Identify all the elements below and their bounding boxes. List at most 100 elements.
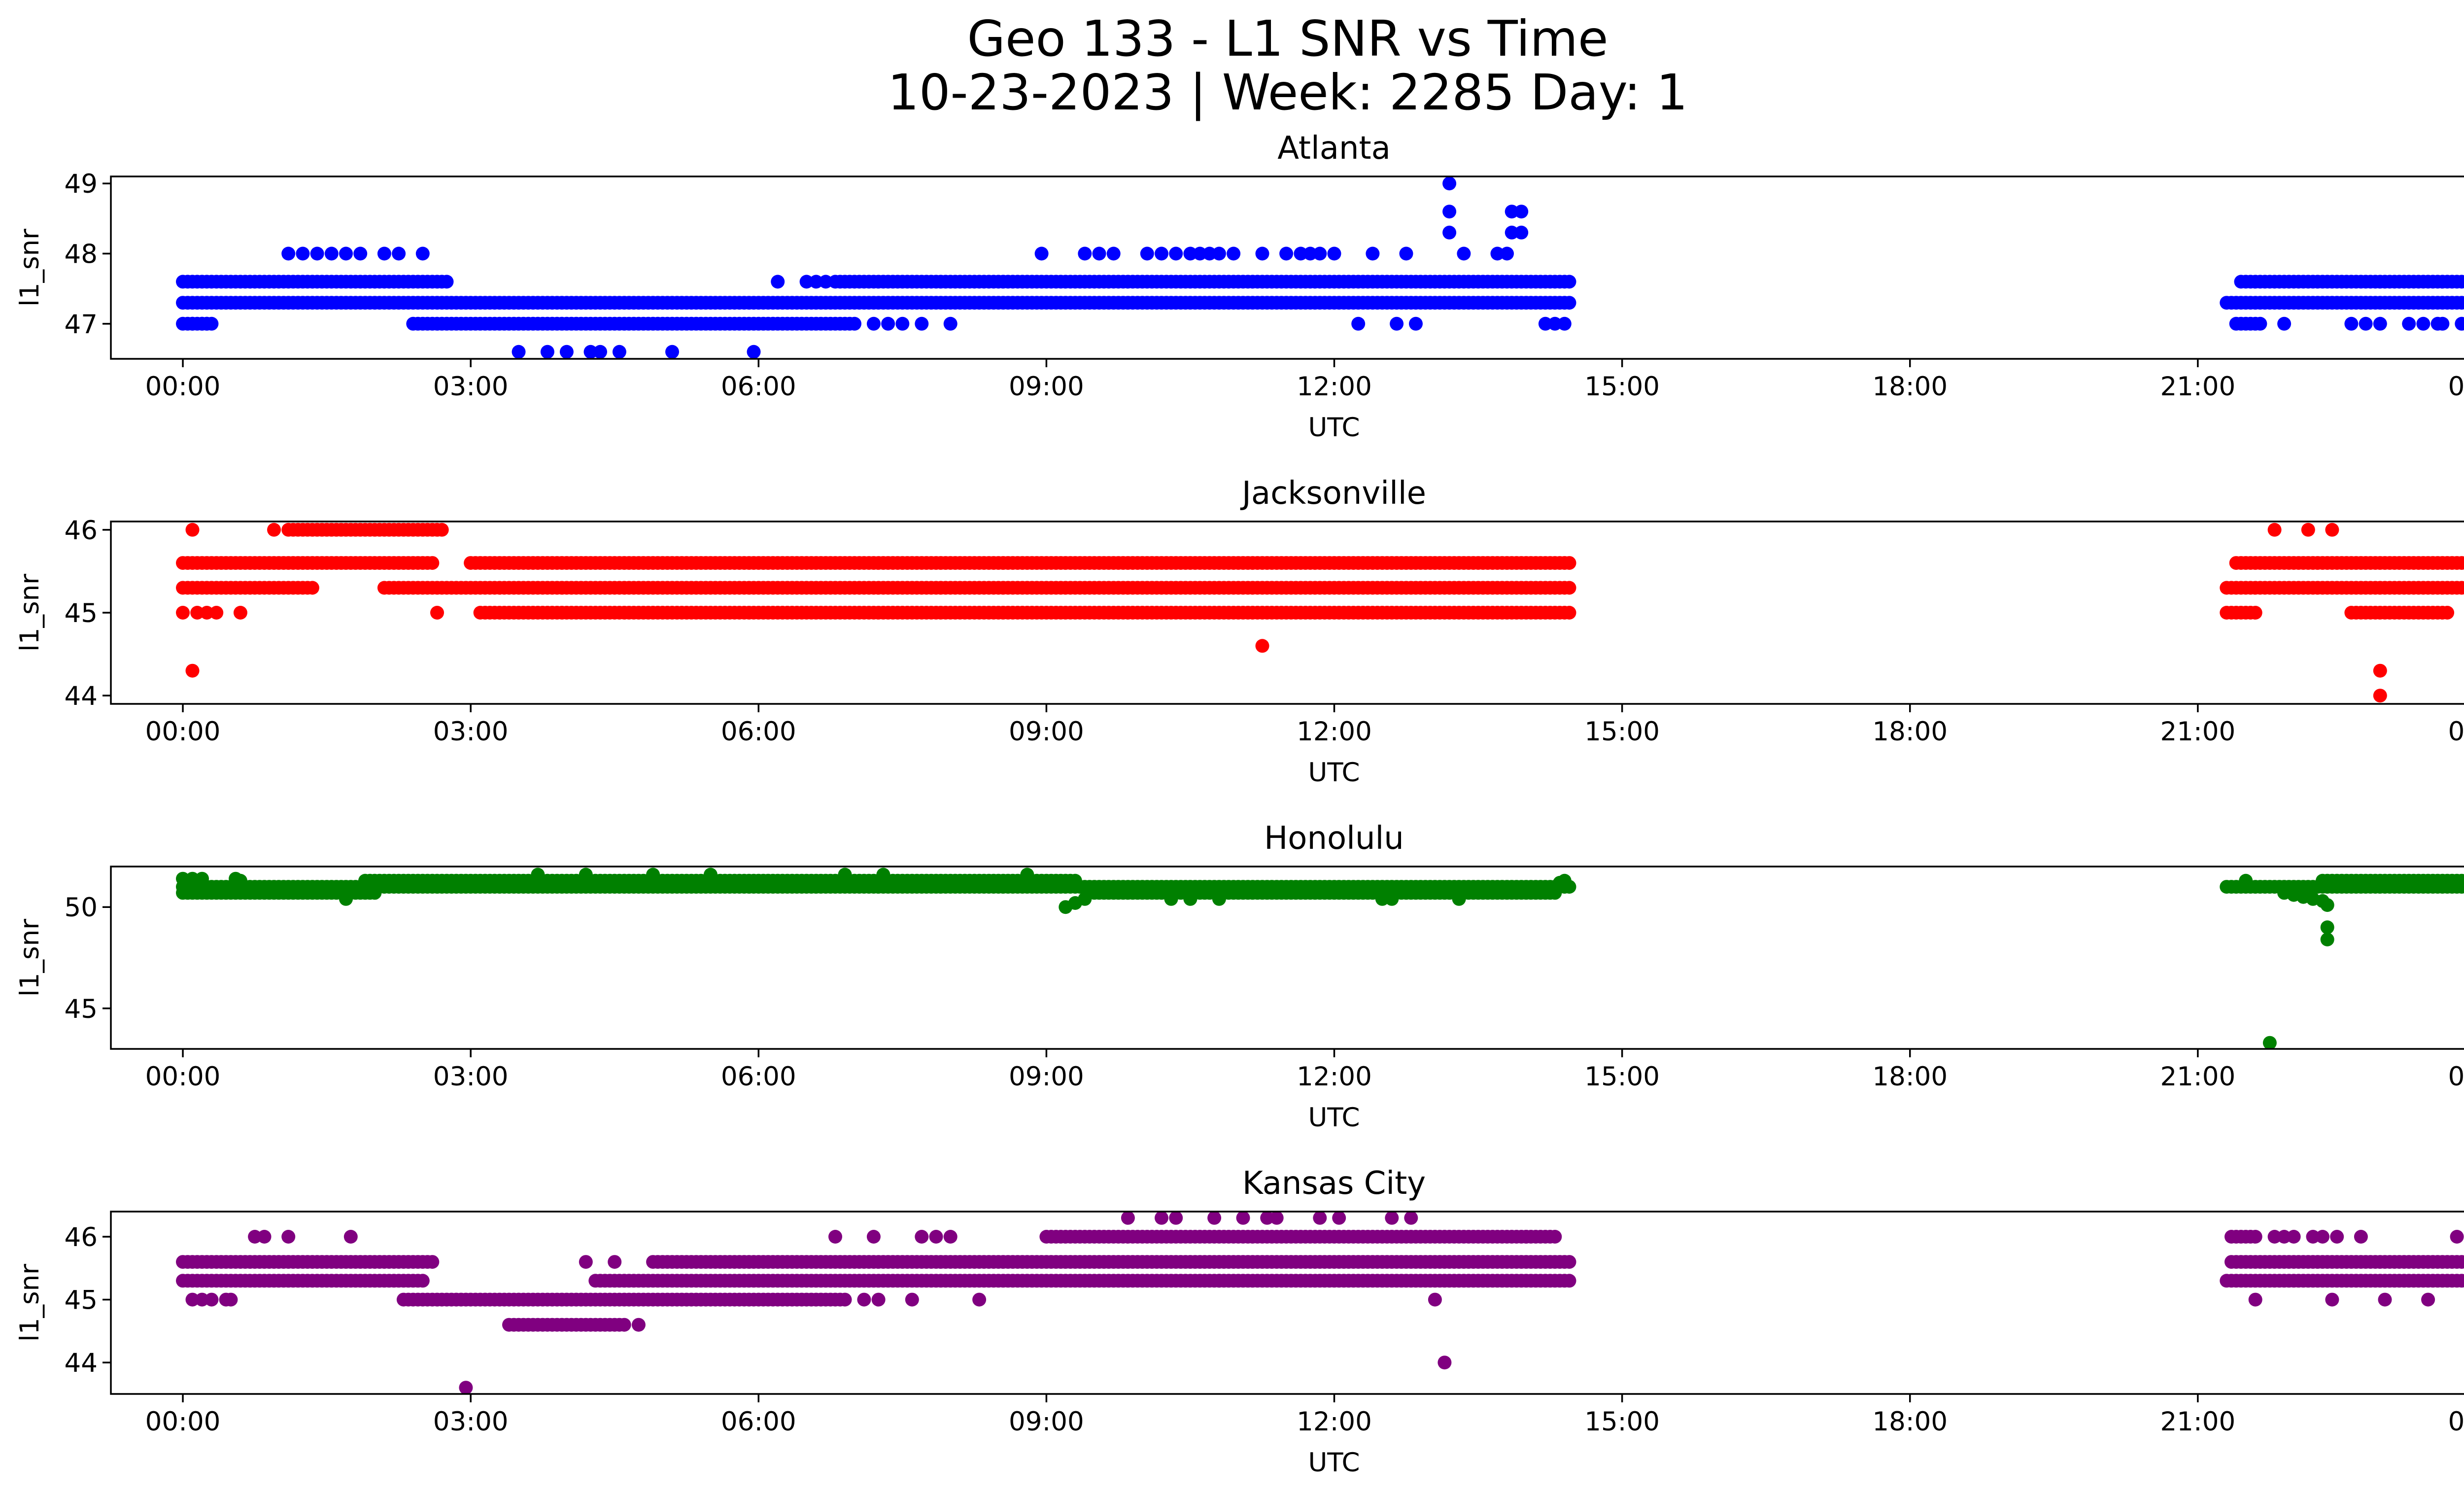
- kansas-city-point: [2378, 1292, 2392, 1307]
- atlanta-x-tick-label: 06:00: [721, 372, 796, 402]
- honolulu-point: [579, 868, 593, 882]
- kansas-city-point: [617, 1318, 631, 1332]
- atlanta-point: [1227, 246, 1241, 261]
- atlanta-point: [2253, 316, 2267, 331]
- jacksonville-point: [200, 606, 214, 620]
- atlanta-point: [1078, 246, 1092, 261]
- jacksonville-point: [190, 606, 205, 620]
- atlanta-point: [1442, 176, 1457, 191]
- jacksonville-x-tick-label: 00:00: [145, 717, 221, 747]
- atlanta-point: [895, 316, 910, 331]
- honolulu-point: [176, 871, 190, 886]
- jacksonville-point: [1562, 581, 1576, 595]
- kansas-city-y-tick-label: 46: [65, 1222, 98, 1252]
- atlanta-point: [1366, 246, 1380, 261]
- atlanta-point: [583, 345, 598, 359]
- honolulu-point: [233, 873, 247, 888]
- honolulu-x-tick-label: 03:00: [433, 1062, 509, 1092]
- honolulu-x-tick-label: 09:00: [1009, 1062, 1084, 1092]
- jacksonville-point: [233, 606, 247, 620]
- kansas-city-point: [2287, 1230, 2301, 1244]
- atlanta-x-tick-label: 09:00: [1009, 372, 1084, 402]
- jacksonville-x-tick-label: 03:00: [433, 717, 509, 747]
- jacksonville-point: [2373, 689, 2387, 703]
- honolulu-x-tick-label: 00:00: [145, 1062, 221, 1092]
- atlanta-axes-frame: [110, 175, 2464, 360]
- kansas-city-point: [2306, 1230, 2320, 1244]
- atlanta-point: [2460, 275, 2464, 288]
- atlanta-point: [1202, 246, 1217, 261]
- atlanta-point: [2359, 316, 2373, 331]
- kansas-city-point: [2325, 1292, 2339, 1307]
- atlanta-y-axis-label: l1_snr: [15, 229, 45, 307]
- kansas-city-point: [2450, 1230, 2464, 1244]
- kansas-city-point: [343, 1230, 358, 1244]
- atlanta-point: [377, 246, 391, 261]
- atlanta-point: [2344, 316, 2359, 331]
- honolulu-point: [703, 868, 718, 882]
- kansas-city-point: [1437, 1356, 1452, 1370]
- jacksonville-point: [185, 522, 200, 537]
- atlanta-point: [1212, 246, 1226, 261]
- atlanta-point: [310, 246, 324, 261]
- atlanta-point: [1106, 246, 1121, 261]
- honolulu-point: [2320, 898, 2334, 912]
- honolulu-point: [2262, 1036, 2277, 1049]
- honolulu-point: [2239, 873, 2253, 888]
- jacksonville-x-tick-label: 06:00: [721, 717, 796, 747]
- kansas-city-point: [1404, 1212, 1418, 1225]
- kansas-city-y-tick-label: 45: [65, 1286, 98, 1316]
- kansas-city-point: [1562, 1255, 1576, 1269]
- atlanta-point: [1457, 246, 1471, 261]
- atlanta-point: [747, 345, 761, 359]
- kansas-city-point: [185, 1292, 200, 1307]
- honolulu-point: [195, 871, 209, 886]
- kansas-city-point: [459, 1381, 473, 1394]
- jacksonville-y-tick-label: 46: [65, 516, 98, 546]
- atlanta-point: [324, 246, 339, 261]
- kansas-city-point: [248, 1230, 262, 1244]
- atlanta-point: [1442, 205, 1457, 219]
- kansas-city-x-tick-label: 12:00: [1297, 1407, 1372, 1437]
- atlanta-point: [512, 345, 526, 359]
- honolulu-panel-title: Honolulu: [1264, 820, 1404, 857]
- atlanta-point: [612, 345, 626, 359]
- atlanta-panel-title: Atlanta: [1277, 130, 1391, 167]
- atlanta-panel: Atlanta l1_snr UTC 00:00 03:00 06:00 09:00 1…: [15, 130, 2464, 443]
- jacksonville-point: [2325, 522, 2339, 537]
- jacksonville-point: [2301, 522, 2315, 537]
- honolulu-point: [1385, 892, 1399, 906]
- atlanta-x-tick-label: 15:00: [1584, 372, 1660, 402]
- kansas-city-point: [915, 1230, 929, 1244]
- atlanta-point: [1490, 246, 1505, 261]
- atlanta-x-tick-label: 00:00: [2448, 372, 2464, 402]
- atlanta-point: [1399, 246, 1413, 261]
- jacksonville-x-axis-label: UTC: [1308, 758, 1360, 788]
- honolulu-x-axis-label: UTC: [1308, 1103, 1360, 1133]
- atlanta-point: [1351, 316, 1366, 331]
- kansas-city-point: [2248, 1292, 2262, 1307]
- honolulu-x-tick-label: 15:00: [1584, 1062, 1660, 1092]
- kansas-city-point: [224, 1292, 238, 1307]
- kansas-city-point: [1212, 1274, 1226, 1288]
- kansas-city-point: [2248, 1230, 2262, 1244]
- jacksonville-panel-title: Jacksonville: [1240, 475, 1426, 512]
- kansas-city-point: [838, 1292, 852, 1307]
- jacksonville-point: [2460, 556, 2464, 570]
- atlanta-point: [1183, 246, 1198, 261]
- atlanta-point: [2416, 316, 2430, 331]
- kansas-city-x-tick-label: 03:00: [433, 1407, 509, 1437]
- kansas-city-point: [2267, 1230, 2282, 1244]
- atlanta-point: [176, 316, 190, 331]
- honolulu-point: [1164, 892, 1178, 906]
- honolulu-point: [2320, 920, 2334, 935]
- jacksonville-y-tick-label: 44: [65, 681, 98, 711]
- honolulu-point: [1078, 892, 1092, 906]
- kansas-city-y-tick-label: 44: [65, 1348, 98, 1378]
- jacksonville-point: [1255, 639, 1269, 653]
- kansas-city-x-tick-label: 18:00: [1872, 1407, 1948, 1437]
- atlanta-point: [185, 316, 200, 331]
- kansas-city-point: [2354, 1230, 2368, 1244]
- atlanta-y-tick-label: 49: [65, 169, 98, 199]
- kansas-city-point: [608, 1255, 622, 1269]
